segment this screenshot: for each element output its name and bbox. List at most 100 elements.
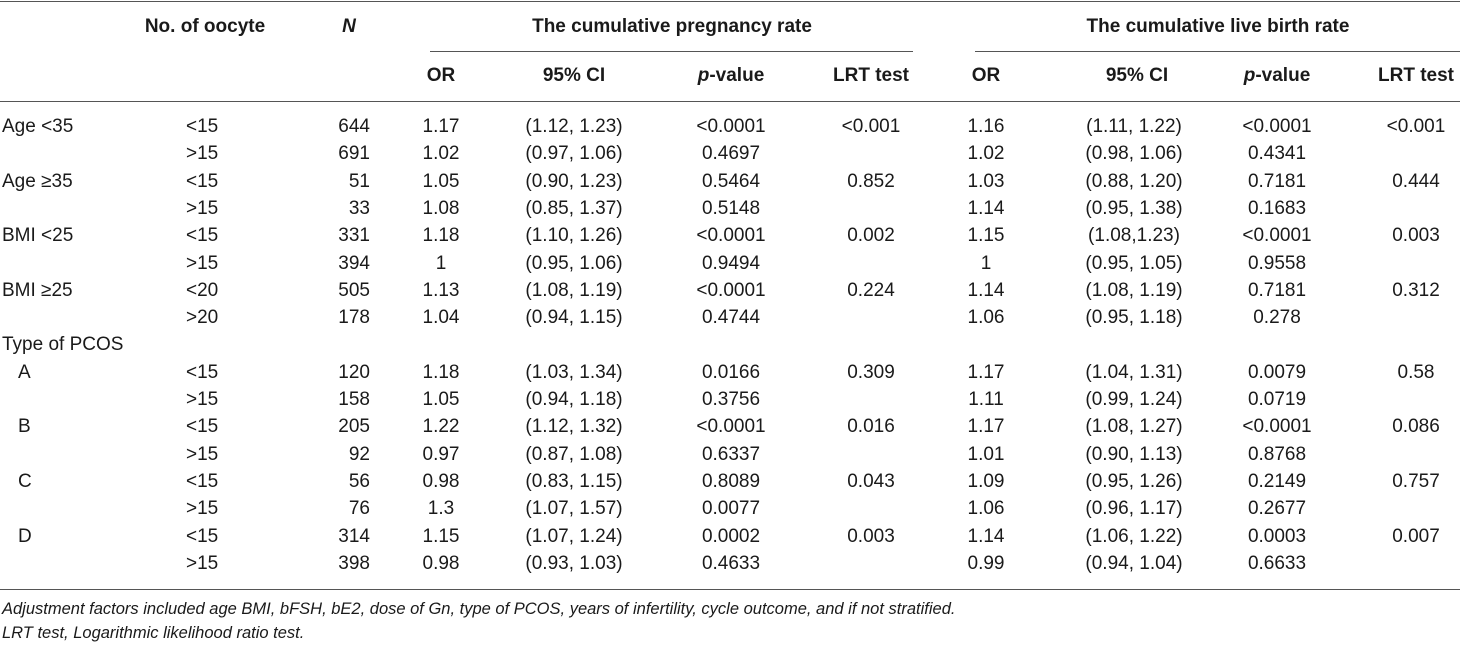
row-group-label: BMI <25 xyxy=(2,225,74,247)
cell-p-p: 0.4697 xyxy=(701,143,761,165)
cell-p-lrt: 0.043 xyxy=(847,470,895,492)
cell-oocyte: >15 xyxy=(186,252,219,274)
cell-l-ci: (1.08, 1.27) xyxy=(1085,416,1183,438)
cell-l-ci: (0.88, 1.20) xyxy=(1085,170,1183,192)
cell-oocyte: >15 xyxy=(186,143,219,165)
cell-p-p: 0.6337 xyxy=(701,443,761,465)
cell-p-ci: (1.03, 1.34) xyxy=(525,361,623,383)
cell-l-or: 1.17 xyxy=(967,416,1005,438)
cell-oocyte: >15 xyxy=(186,498,219,520)
cell-n: 33 xyxy=(348,197,370,219)
cell-l-p: 0.2149 xyxy=(1247,470,1307,492)
cell-l-or: 0.99 xyxy=(967,552,1005,574)
cell-p-or: 1.17 xyxy=(422,116,460,137)
cell-oocyte: <15 xyxy=(186,416,219,438)
cell-l-or: 1.14 xyxy=(967,197,1005,219)
cell-p-ci: (0.90, 1.23) xyxy=(525,170,623,192)
cell-p-p: <0.0001 xyxy=(696,416,766,438)
cell-n: 92 xyxy=(348,443,370,465)
pvalue-italic: p xyxy=(1243,65,1256,86)
pvalue-rest: -value xyxy=(709,65,765,86)
cell-n: 394 xyxy=(338,252,370,274)
row-group-label: Age ≥35 xyxy=(2,170,73,192)
cell-n: 644 xyxy=(338,116,370,137)
cell-l-lrt: 0.086 xyxy=(1392,416,1440,438)
cell-p-p: <0.0001 xyxy=(696,116,766,137)
cell-oocyte: >15 xyxy=(186,552,219,574)
cell-p-ci: (0.94, 1.15) xyxy=(525,307,623,329)
cell-n: 331 xyxy=(338,225,370,247)
header-preg-lrt: LRT test xyxy=(833,65,909,86)
cell-l-ci: (1.08, 1.19) xyxy=(1085,279,1183,301)
cell-p-p: 0.9494 xyxy=(701,252,761,274)
cell-p-lrt: 0.224 xyxy=(847,279,895,301)
cell-l-or: 1.02 xyxy=(967,143,1005,165)
cell-p-ci: (0.95, 1.06) xyxy=(525,252,623,274)
row-group-label: BMI ≥25 xyxy=(2,279,73,301)
cell-l-or: 1.17 xyxy=(967,361,1005,383)
cell-l-or: 1 xyxy=(980,252,992,274)
cell-l-p: 0.6633 xyxy=(1247,552,1307,574)
cell-p-or: 1.3 xyxy=(427,498,455,520)
cell-p-lrt: 0.852 xyxy=(847,170,895,192)
cell-l-lrt: 0.003 xyxy=(1392,225,1440,247)
cell-p-or: 1.05 xyxy=(422,389,460,410)
cell-oocyte: >15 xyxy=(186,389,219,410)
cell-p-or: 1.18 xyxy=(422,361,460,383)
cell-p-or: 0.98 xyxy=(422,552,460,574)
cell-l-p: <0.0001 xyxy=(1242,225,1312,247)
cell-oocyte: >15 xyxy=(186,443,219,465)
cell-oocyte: <15 xyxy=(186,470,219,492)
cell-n: 56 xyxy=(348,470,370,492)
cell-p-p: <0.0001 xyxy=(696,279,766,301)
cell-p-ci: (1.08, 1.19) xyxy=(525,279,623,301)
header-preg-or: OR xyxy=(426,65,456,86)
header-bottom-rule xyxy=(0,101,1460,102)
cell-l-p: 0.0003 xyxy=(1247,525,1307,547)
cell-l-p: 0.7181 xyxy=(1247,170,1307,192)
header-livebirth-rate: The cumulative live birth rate xyxy=(1086,16,1350,37)
cell-p-or: 0.97 xyxy=(422,443,460,465)
cell-l-p: 0.278 xyxy=(1253,307,1301,329)
cell-l-ci: (0.95, 1.38) xyxy=(1085,197,1183,219)
cell-p-p: 0.0077 xyxy=(701,498,761,520)
cell-l-or: 1.03 xyxy=(967,170,1005,192)
header-live-ci: 95% CI xyxy=(1105,65,1169,86)
cell-p-p: 0.0166 xyxy=(701,361,761,383)
row-group-label: D xyxy=(18,525,32,547)
cell-l-lrt: <0.001 xyxy=(1386,116,1446,137)
cell-p-or: 1.18 xyxy=(422,225,460,247)
cell-l-ci: (0.95, 1.26) xyxy=(1085,470,1183,492)
cell-p-ci: (0.97, 1.06) xyxy=(525,143,623,165)
cell-p-or: 0.98 xyxy=(422,470,460,492)
header-live-pvalue: p-value xyxy=(1244,62,1311,90)
header-pregnancy-rate: The cumulative pregnancy rate xyxy=(532,16,812,37)
header-preg-pvalue: p-value xyxy=(698,62,765,90)
cell-l-ci: (1.11, 1.22) xyxy=(1086,116,1182,137)
cell-n: 158 xyxy=(338,389,370,410)
cell-oocyte: <15 xyxy=(186,525,219,547)
cell-l-or: 1.14 xyxy=(967,525,1005,547)
cell-l-ci: (0.94, 1.04) xyxy=(1085,552,1183,574)
cell-p-or: 1.15 xyxy=(422,525,460,547)
cell-n: 205 xyxy=(338,416,370,438)
cell-l-ci: (0.95, 1.18) xyxy=(1085,307,1183,329)
cell-l-p: 0.4341 xyxy=(1247,143,1307,165)
cell-p-ci: (1.07, 1.57) xyxy=(525,498,623,520)
cell-l-p: 0.1683 xyxy=(1247,197,1307,219)
cell-p-ci: (0.85, 1.37) xyxy=(525,197,623,219)
cell-p-p: 0.4633 xyxy=(701,552,761,574)
cell-l-p: <0.0001 xyxy=(1242,116,1312,137)
cell-l-or: 1.16 xyxy=(967,116,1005,137)
cell-l-p: <0.0001 xyxy=(1242,416,1312,438)
cell-l-lrt: 0.444 xyxy=(1392,170,1440,192)
cell-l-ci: (0.95, 1.05) xyxy=(1085,252,1183,274)
cell-p-p: 0.4744 xyxy=(701,307,761,329)
row-group-label: Type of PCOS xyxy=(2,334,124,356)
row-group-label: B xyxy=(18,416,31,438)
cell-n: 314 xyxy=(338,525,370,547)
cell-l-ci: (0.98, 1.06) xyxy=(1085,143,1183,165)
cell-p-ci: (1.07, 1.24) xyxy=(525,525,623,547)
header-preg-ci: 95% CI xyxy=(542,65,606,86)
cell-l-or: 1.01 xyxy=(967,443,1005,465)
